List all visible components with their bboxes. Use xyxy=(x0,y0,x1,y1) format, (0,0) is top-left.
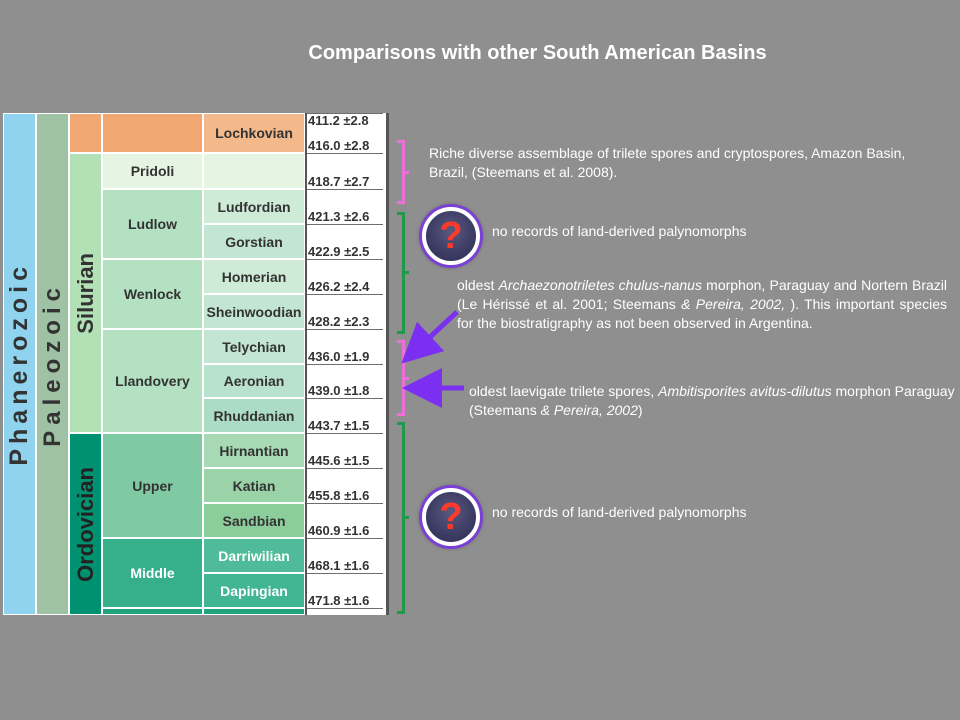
age-boundary-line xyxy=(307,224,383,225)
age-boundary-line xyxy=(307,573,383,574)
note-laev-ref: & Pereira, 2002 xyxy=(540,402,638,418)
series-pridoli: Pridoli xyxy=(102,153,203,189)
age-label: 468.1 ±1.6 xyxy=(308,558,370,573)
note-arch-ref: & Pereira, 2002, xyxy=(681,296,786,312)
age-label: 445.6 ±1.5 xyxy=(308,453,370,468)
question-mark-icon-ordovician: ? xyxy=(422,488,480,546)
age-boundary-line xyxy=(307,259,383,260)
note-laev-text-3: ) xyxy=(637,402,643,418)
stage-pridoli-blank xyxy=(203,153,305,189)
stage-sandbian: Sandbian xyxy=(203,503,305,538)
stage-hirnantian: Hirnantian xyxy=(203,433,305,468)
age-column-right-border xyxy=(386,113,389,615)
age-boundary-line xyxy=(307,113,383,114)
series-middle: Middle xyxy=(102,538,203,608)
series-upper: Upper xyxy=(102,433,203,538)
age-label: 428.2 ±2.3 xyxy=(308,314,370,329)
devonian-period xyxy=(69,113,102,153)
age-boundary-line xyxy=(307,329,383,330)
age-label: 439.0 ±1.8 xyxy=(308,383,370,398)
stage-lochkovian: Lochkovian xyxy=(203,113,305,153)
stage-rhuddanian: Rhuddanian xyxy=(203,398,305,433)
eon-column: Phanerozoic xyxy=(3,113,36,615)
page-title: Comparisons with other South American Ba… xyxy=(308,42,767,64)
period-ordovician-label: Ordovician xyxy=(72,466,98,582)
note-laev-species: Ambitisporites avitus-dilutus xyxy=(658,383,832,399)
age-label: 443.7 ±1.5 xyxy=(308,418,370,433)
age-label: 422.9 ±2.5 xyxy=(308,244,370,259)
stage-sheinwoodian: Sheinwoodian xyxy=(203,294,305,329)
geologic-time-chart: Phanerozoic Paleozoic Silurian Ordovicia… xyxy=(3,113,389,615)
series-ludlow: Ludlow xyxy=(102,189,203,259)
age-boundary-line xyxy=(307,153,383,154)
note-no-records-ordovician: no records of land-derived palynomorphs xyxy=(492,504,747,520)
bracket-ordovician-tick xyxy=(403,516,409,519)
series-wenlock: Wenlock xyxy=(102,259,203,329)
stage-ludfordian: Ludfordian xyxy=(203,189,305,224)
age-boundary-line xyxy=(307,468,383,469)
note-no-records-silurian: no records of land-derived palynomorphs xyxy=(492,223,747,239)
age-label: 455.8 ±1.6 xyxy=(308,488,370,503)
question-mark-icon-silurian: ? xyxy=(422,207,480,265)
bracket-pridoli-tick xyxy=(403,171,409,174)
age-label: 421.3 ±2.6 xyxy=(308,209,370,224)
bracket-ludlow-wenlock-tick xyxy=(403,271,409,274)
age-label: 411.2 ±2.8 xyxy=(308,113,369,128)
stage-dapingian: Dapingian xyxy=(203,573,305,608)
note-amazon-basin: Riche diverse assemblage of trilete spor… xyxy=(429,145,906,180)
series-lower-edge xyxy=(102,608,203,615)
note-arch-text-2: morphon, Paraguay and Nortern Brazil (Le… xyxy=(457,277,948,312)
stage-gorstian: Gorstian xyxy=(203,224,305,259)
age-boundary-line xyxy=(307,364,383,365)
stage-aeronian: Aeronian xyxy=(203,364,305,398)
series-llandovery: Llandovery xyxy=(102,329,203,433)
period-silurian: Silurian xyxy=(69,153,102,433)
era-column: Paleozoic xyxy=(36,113,69,615)
age-boundary-line xyxy=(307,538,383,539)
age-label: 416.0 ±2.8 xyxy=(308,138,370,153)
stage-homerian: Homerian xyxy=(203,259,305,294)
bracket-llandovery-tick xyxy=(403,377,409,380)
age-label: 460.9 ±1.6 xyxy=(308,523,370,538)
note-arch-species: Archaezonotriletes chulus-nanus xyxy=(498,277,702,293)
era-label: Paleozoic xyxy=(38,281,66,447)
note-archaezonotriletes: oldest Archaezonotriletes chulus-nanus m… xyxy=(457,276,947,333)
age-boundary-line xyxy=(307,433,383,434)
age-boundary-line xyxy=(307,503,383,504)
stage-lower-edge xyxy=(203,608,305,615)
age-boundary-line xyxy=(307,189,383,190)
note-ambitisporites: oldest laevigate trilete spores, Ambitis… xyxy=(469,382,959,420)
stage-katian: Katian xyxy=(203,468,305,503)
age-label: 436.0 ±1.9 xyxy=(308,349,370,364)
eon-label: Phanerozoic xyxy=(5,262,33,466)
age-boundary-line xyxy=(307,608,383,609)
note-laev-text-2: morphon Paraguay (Steemans xyxy=(469,383,955,418)
arrow-archaezonotriletes xyxy=(401,310,459,364)
stage-darriwilian: Darriwilian xyxy=(203,538,305,573)
stage-telychian: Telychian xyxy=(203,329,305,364)
note-laev-text-1: oldest laevigate trilete spores, xyxy=(469,383,659,399)
age-boundary-line xyxy=(307,294,383,295)
series-devonian xyxy=(102,113,203,153)
note-arch-text-3: ). This important species for the biostr… xyxy=(457,296,947,331)
note-arch-text-1: oldest xyxy=(457,277,499,293)
age-label: 418.7 ±2.7 xyxy=(308,174,370,189)
age-label: 426.2 ±2.4 xyxy=(308,279,370,294)
age-boundary-line xyxy=(307,398,383,399)
period-ordovician: Ordovician xyxy=(69,433,102,615)
period-silurian-label: Silurian xyxy=(72,252,98,334)
age-column-divider xyxy=(305,113,307,615)
age-label: 471.8 ±1.6 xyxy=(308,593,370,608)
